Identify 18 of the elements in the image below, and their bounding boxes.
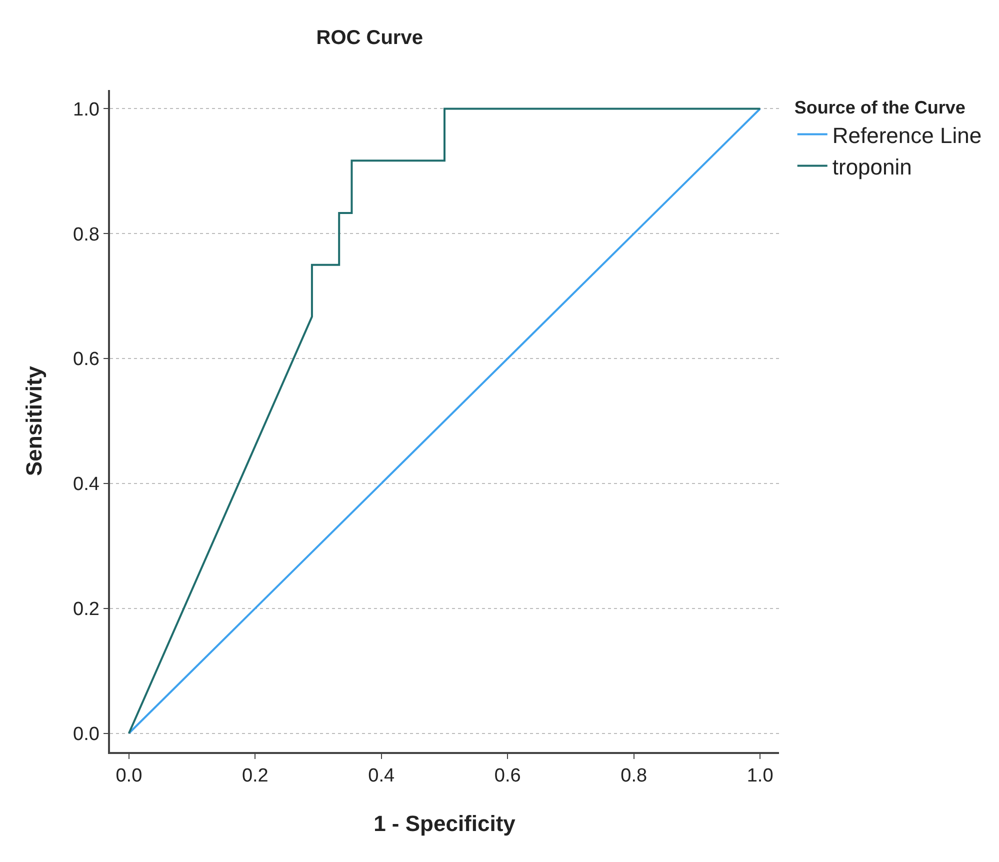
x-axis-title: 1 - Specificity [374, 810, 516, 836]
chart-title: ROC Curve [316, 27, 423, 50]
y-tick-label: 0.8 [73, 224, 100, 246]
legend-label: troponin [832, 154, 912, 180]
x-tick-label: 0.4 [368, 766, 396, 787]
legend-label: Reference Line [832, 122, 982, 148]
x-tick-label: 1.0 [746, 766, 774, 787]
y-tick-label: 1.0 [73, 99, 100, 120]
x-tick-label: 0.6 [494, 766, 521, 787]
legend-title: Source of the Curve [794, 97, 966, 118]
y-tick-label: 0.4 [73, 474, 100, 496]
y-axis-title: Sensitivity [21, 365, 46, 476]
y-tick-label: 0.2 [73, 599, 100, 620]
y-tick-label: 0.6 [73, 349, 100, 370]
x-tick-label: 0.2 [242, 766, 268, 787]
y-tick-label: 0.0 [73, 724, 100, 745]
x-tick-label: 0.0 [116, 766, 142, 787]
x-tick-label: 0.8 [620, 766, 648, 787]
